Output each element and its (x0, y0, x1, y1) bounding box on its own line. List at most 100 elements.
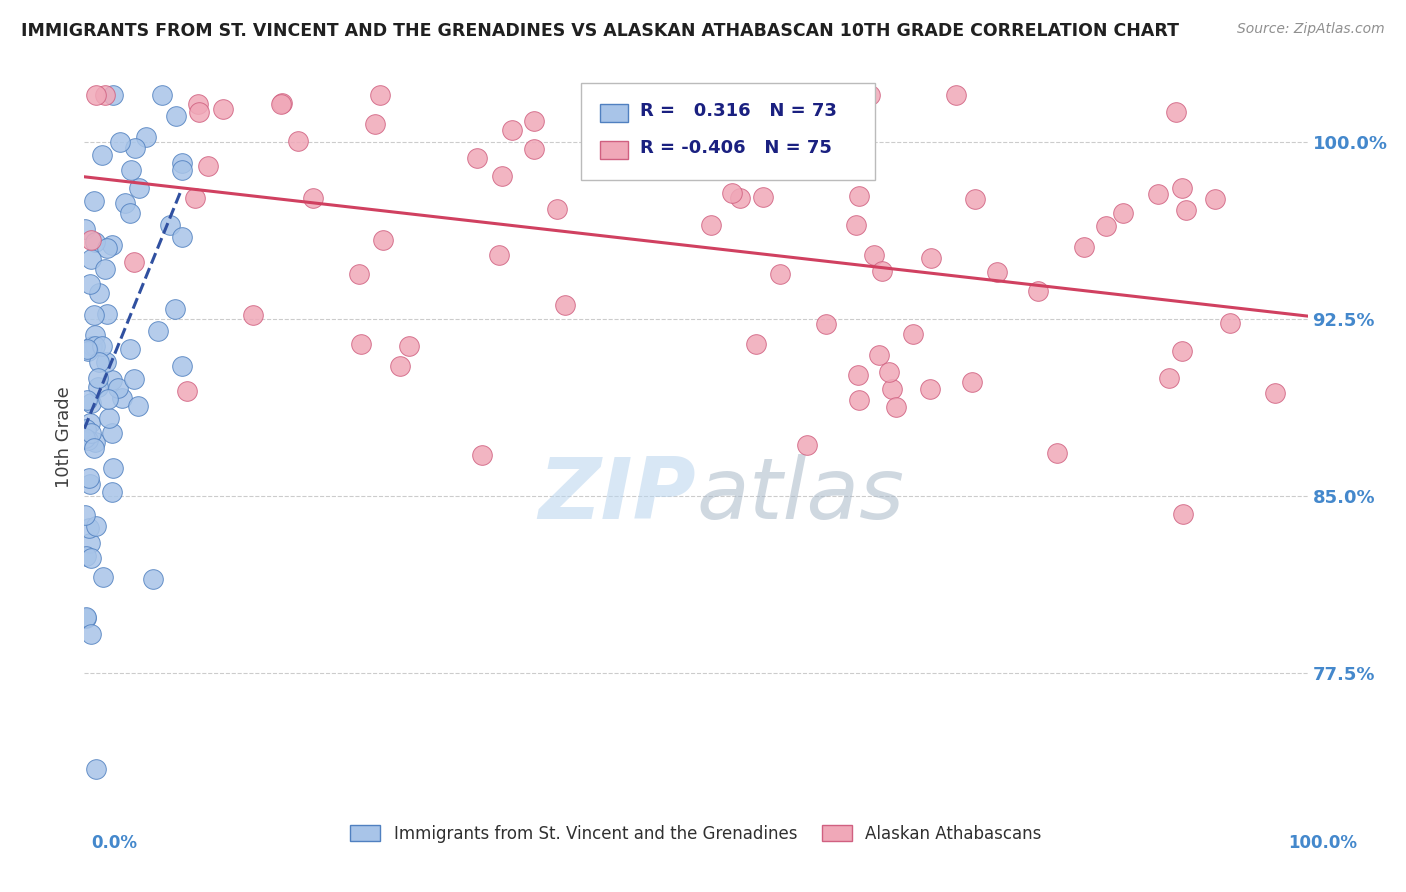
Point (83, 442, 105, 456)
Point (79, 395, 101, 409)
Point (363, 116, 385, 130)
Text: 0.0%: 0.0% (91, 834, 138, 852)
Point (918, 382, 941, 396)
Point (728, 190, 751, 204)
Point (1095, 219, 1118, 234)
Point (1174, 203, 1197, 218)
Point (744, 336, 766, 351)
Point (114, 196, 136, 211)
Point (523, 113, 546, 128)
Point (80, 550, 103, 565)
Point (75, 431, 97, 445)
Point (1219, 316, 1241, 330)
Point (101, 426, 124, 441)
Point (165, 302, 187, 317)
Point (84, 762, 107, 776)
Point (859, 87, 882, 102)
Point (77, 521, 100, 535)
Point (465, 151, 488, 165)
Point (848, 393, 870, 408)
Point (846, 368, 869, 382)
Point (176, 384, 198, 399)
Point (120, 163, 142, 178)
Point (721, 186, 744, 200)
Point (884, 400, 907, 414)
Point (111, 391, 134, 405)
Point (172, 229, 194, 244)
Point (270, 96, 292, 111)
Point (347, 267, 370, 281)
Point (471, 449, 494, 463)
Point (965, 192, 987, 206)
Point (79, 426, 101, 441)
Point (287, 134, 309, 148)
Point (271, 96, 294, 111)
Point (84, 339, 107, 353)
Point (242, 309, 264, 323)
Point (84, 435, 107, 450)
Point (76, 392, 98, 407)
Point (880, 382, 903, 396)
Text: 100.0%: 100.0% (1288, 834, 1357, 852)
Point (920, 252, 942, 266)
Point (122, 372, 145, 386)
Point (675, 117, 697, 131)
Point (862, 248, 884, 262)
Point (118, 206, 141, 220)
Point (172, 155, 194, 169)
Point (84, 87, 107, 102)
Point (1164, 105, 1187, 120)
Point (868, 348, 890, 362)
Y-axis label: 10th Grade: 10th Grade (55, 386, 73, 488)
Point (184, 190, 207, 204)
Point (96, 307, 118, 321)
Point (845, 218, 868, 232)
Point (83, 194, 105, 208)
Point (128, 180, 150, 194)
Point (1204, 193, 1226, 207)
Point (79, 417, 101, 431)
Point (197, 159, 219, 173)
Point (94, 261, 117, 276)
Point (165, 109, 187, 123)
Point (1146, 186, 1168, 201)
Point (554, 298, 576, 312)
Point (398, 339, 420, 353)
Point (83, 327, 105, 342)
Point (488, 248, 510, 262)
Point (97, 392, 120, 406)
Point (75, 611, 97, 625)
Point (142, 572, 165, 586)
Point (187, 104, 209, 119)
Text: R =   0.316   N = 73: R = 0.316 N = 73 (640, 103, 837, 120)
Point (172, 162, 194, 177)
Point (779, 87, 801, 102)
Point (768, 268, 790, 282)
Point (101, 237, 124, 252)
Point (122, 255, 145, 269)
Point (962, 375, 984, 389)
Point (73, 222, 96, 236)
Point (368, 87, 391, 102)
Point (187, 96, 209, 111)
Point (127, 399, 149, 413)
Text: Source: ZipAtlas.com: Source: ZipAtlas.com (1237, 22, 1385, 37)
Point (77, 471, 100, 485)
Point (1264, 386, 1286, 401)
Point (96, 241, 118, 255)
Text: R = -0.406   N = 75: R = -0.406 N = 75 (640, 139, 831, 157)
Point (546, 202, 568, 216)
Point (75, 422, 97, 436)
Point (388, 359, 411, 373)
Point (86, 519, 108, 533)
Point (96, 354, 118, 368)
Point (212, 102, 235, 116)
Point (124, 140, 146, 154)
Point (350, 337, 373, 351)
Point (1112, 205, 1135, 219)
Point (79, 233, 101, 247)
Point (1173, 507, 1195, 521)
Point (159, 218, 181, 232)
Point (79, 277, 101, 291)
Point (688, 133, 710, 147)
